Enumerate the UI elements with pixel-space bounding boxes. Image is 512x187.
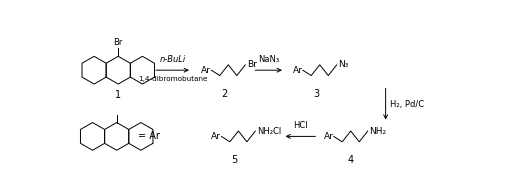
Text: H₂, Pd/C: H₂, Pd/C xyxy=(390,99,424,109)
Text: 4: 4 xyxy=(348,155,354,165)
Text: Br: Br xyxy=(114,38,123,47)
Text: = Ar: = Ar xyxy=(138,131,160,141)
Text: 1: 1 xyxy=(115,90,121,100)
Text: 1,4-dibromobutane: 1,4-dibromobutane xyxy=(138,76,207,82)
Text: Br: Br xyxy=(247,60,257,69)
Text: Ar: Ar xyxy=(211,132,221,141)
Text: Ar: Ar xyxy=(324,132,333,141)
Text: NH₂Cl: NH₂Cl xyxy=(257,127,281,136)
Text: 2: 2 xyxy=(221,89,227,99)
Text: Ar: Ar xyxy=(293,66,303,75)
Text: NH₂: NH₂ xyxy=(369,127,387,136)
Text: NaN₃: NaN₃ xyxy=(258,55,279,64)
Text: 3: 3 xyxy=(313,89,319,99)
Text: 5: 5 xyxy=(231,155,238,165)
Text: n-BuLi: n-BuLi xyxy=(159,55,186,64)
Text: Ar: Ar xyxy=(201,66,211,75)
Text: HCl: HCl xyxy=(293,121,308,130)
Text: N₃: N₃ xyxy=(338,60,349,69)
